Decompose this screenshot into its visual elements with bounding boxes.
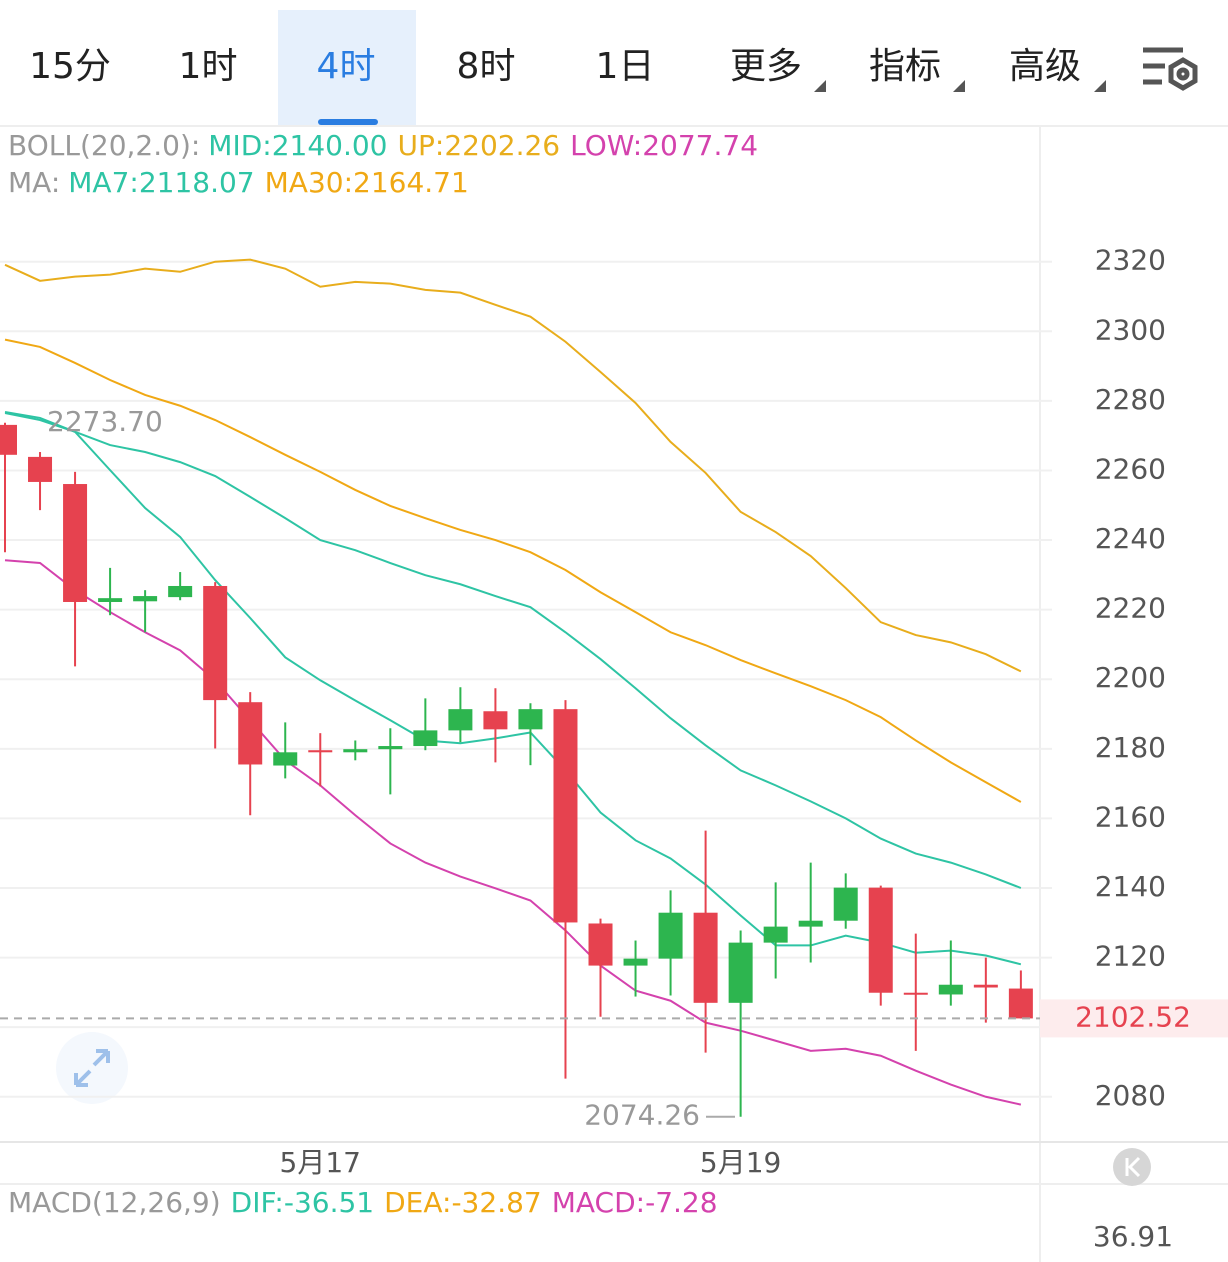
- legend-entry: MA30:2164.71: [265, 166, 469, 199]
- y-tick-label: 2300: [1095, 313, 1166, 346]
- candle-body: [133, 596, 158, 602]
- dropdown-mark: [1094, 80, 1106, 92]
- indicator-line: [4, 412, 1022, 889]
- candle-body: [728, 942, 753, 1003]
- candle-body: [483, 711, 508, 730]
- y-tick-label: 2120: [1095, 940, 1166, 973]
- candle-body: [903, 992, 928, 995]
- candle-body: [868, 887, 893, 993]
- y-tick-label: 2320: [1095, 244, 1166, 277]
- candle-body: [308, 750, 333, 753]
- y-tick-label: 2160: [1095, 800, 1166, 833]
- indicator-line: [4, 411, 1022, 966]
- legend-prefix: MA:: [8, 166, 60, 199]
- legend-entry: MA7:2118.07: [68, 166, 254, 199]
- tab[interactable]: 8时: [457, 46, 516, 87]
- y-tick-label: 2280: [1095, 383, 1166, 416]
- candle-body: [378, 746, 403, 750]
- y-tick-label: 2240: [1095, 522, 1166, 555]
- tab[interactable]: 更多: [730, 46, 802, 87]
- candle-body: [413, 730, 438, 747]
- candle-body: [1008, 988, 1033, 1019]
- settings-icon[interactable]: [1143, 47, 1198, 91]
- tab[interactable]: 指标: [869, 46, 941, 87]
- dropdown-mark: [953, 80, 965, 92]
- candle-body: [238, 702, 263, 765]
- selected-tab-underline: [318, 119, 378, 125]
- candle-body: [203, 585, 228, 701]
- candle-body: [273, 752, 298, 766]
- macd-title: MACD(12,26,9): [8, 1186, 221, 1219]
- y-tick-label: 2080: [1095, 1079, 1166, 1112]
- indicator-line: [4, 559, 1022, 1106]
- tab[interactable]: 1日: [596, 46, 655, 87]
- candle-body: [938, 984, 963, 995]
- candle-body: [518, 709, 543, 730]
- expand-button[interactable]: [56, 1032, 128, 1104]
- candle-body: [658, 912, 683, 959]
- candle-body: [763, 926, 788, 943]
- y-tick-label: 2220: [1095, 592, 1166, 625]
- y-tick-label: 2180: [1095, 731, 1166, 764]
- candle-body: [973, 984, 998, 988]
- legend-entry: LOW:2077.74: [570, 129, 758, 162]
- dropdown-mark: [814, 80, 826, 92]
- last-price-box: [1040, 999, 1228, 1038]
- x-tick-label: 5月17: [280, 1146, 361, 1179]
- tab[interactable]: 高级: [1009, 46, 1081, 87]
- legend-prefix: BOLL(20,2.0):: [8, 129, 200, 162]
- low-annotation: 2074.26: [584, 1099, 700, 1132]
- candle-body: [343, 749, 368, 753]
- selected-tab-bg: [278, 10, 416, 125]
- macd-axis-label: 36.91: [1093, 1220, 1173, 1253]
- high-annotation: 2273.70: [47, 405, 163, 438]
- candle-body: [168, 585, 193, 598]
- last-price-label: 2102.52: [1075, 1000, 1191, 1033]
- y-tick-label: 2200: [1095, 661, 1166, 694]
- candle-body: [623, 958, 648, 966]
- macd-value: DIF:-36.51: [231, 1186, 374, 1219]
- y-tick-label: 2140: [1095, 870, 1166, 903]
- indicator-line: [4, 338, 1022, 803]
- tab[interactable]: 15分: [29, 46, 111, 87]
- indicator-line: [4, 258, 1022, 673]
- candle-body: [28, 456, 53, 482]
- candle-body: [798, 920, 823, 927]
- x-tick-label: 5月19: [700, 1146, 781, 1179]
- legend-entry: MID:2140.00: [208, 129, 387, 162]
- candle-body: [553, 709, 578, 923]
- candle-body: [833, 887, 858, 921]
- legend-entry: UP:2202.26: [398, 129, 561, 162]
- tab[interactable]: 1时: [179, 46, 238, 87]
- candle-body: [0, 424, 17, 455]
- macd-value: MACD:-7.28: [552, 1186, 718, 1219]
- candle-body: [588, 923, 613, 966]
- tab[interactable]: 4时: [317, 46, 376, 87]
- candle-body: [693, 912, 718, 1003]
- macd-value: DEA:-32.87: [384, 1186, 542, 1219]
- candle-body: [448, 709, 473, 731]
- candle-body: [63, 484, 88, 602]
- candle-body: [98, 598, 123, 602]
- collapse-button[interactable]: [1113, 1148, 1151, 1186]
- y-tick-label: 2260: [1095, 452, 1166, 485]
